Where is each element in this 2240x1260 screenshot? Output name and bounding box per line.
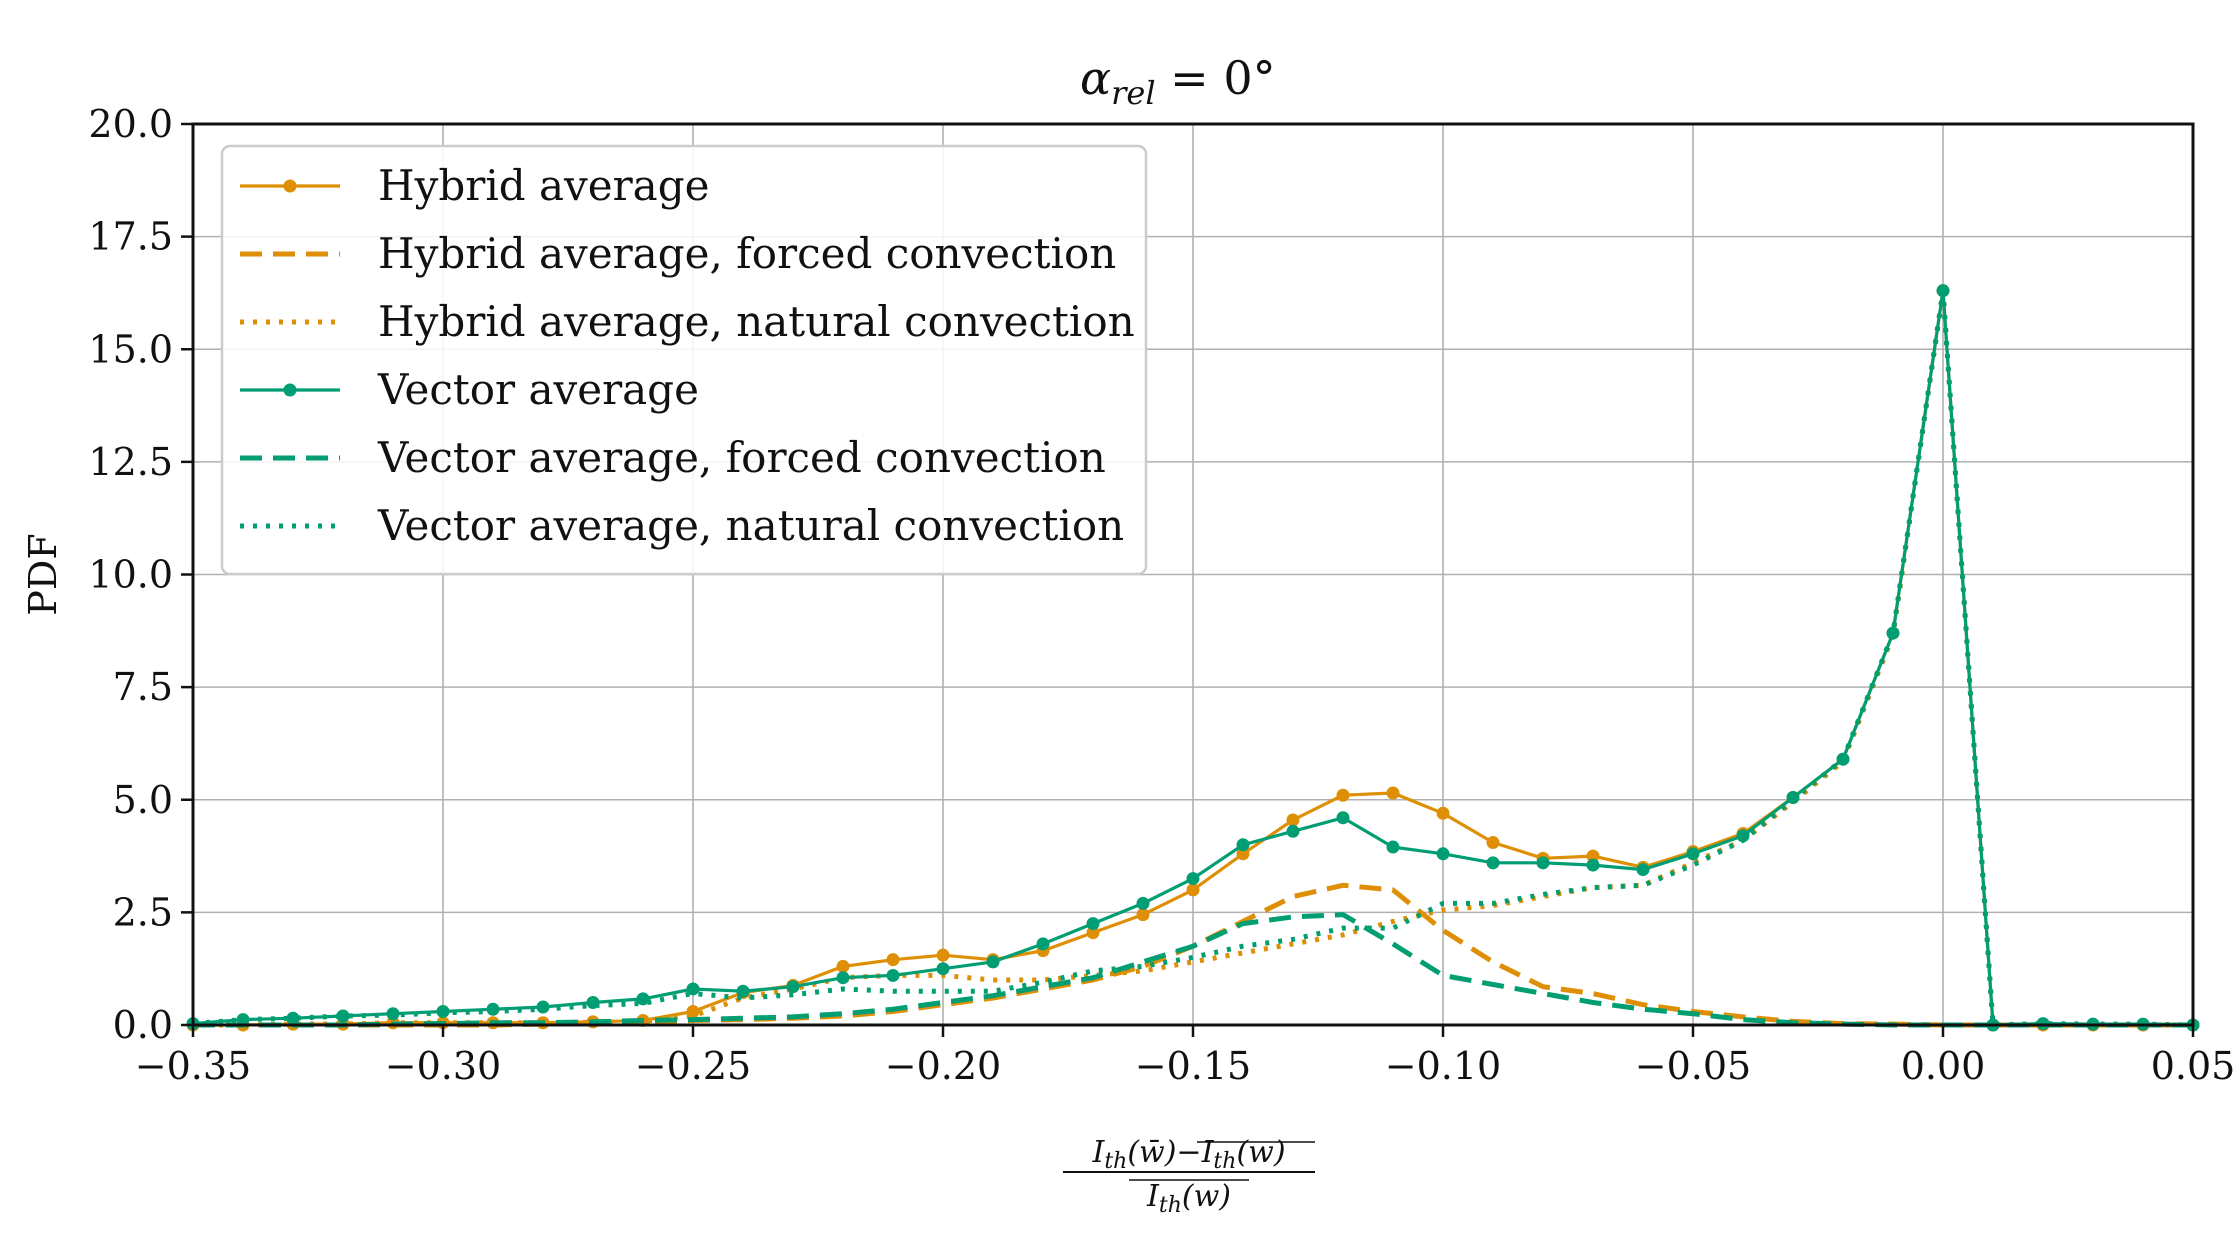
series-0-point-14	[886, 953, 900, 967]
legend: Hybrid average Hybrid average, forced con…	[220, 144, 1148, 576]
legend-marker-0	[283, 179, 297, 193]
y-tick-label-8: 20.0	[88, 102, 173, 146]
legend-label-3: Vector average	[377, 365, 699, 414]
series-3-point-10	[686, 982, 700, 996]
title-subscript: rel	[1111, 74, 1155, 112]
series-0-point-23	[1336, 788, 1350, 802]
series-0-point-18	[1086, 926, 1100, 940]
series-3-point-15	[936, 962, 950, 976]
axis-ticks: −0.35 −0.30 −0.25 −0.20 −0.15 −0.10 −0.05 0.00 0…	[88, 102, 2235, 1088]
x-tick-label-4: −0.15	[1135, 1044, 1251, 1088]
series-3-point-19	[1136, 896, 1150, 910]
y-axis-label: PDF	[21, 533, 65, 615]
y-tick-label-1: 2.5	[113, 890, 173, 934]
series-3-point-11	[736, 984, 750, 998]
series-0-point-24	[1386, 786, 1400, 800]
x-label-denominator: Ith(w)	[1146, 1179, 1231, 1218]
x-tick-label-6: −0.05	[1635, 1044, 1751, 1088]
x-tick-label-1: −0.30	[385, 1044, 501, 1088]
series-3-point-29	[1636, 863, 1650, 877]
chart-title: αrel = 0°	[1080, 51, 1276, 112]
svg-text:αrel = 0°: αrel = 0°	[1080, 51, 1276, 112]
series-3-point-30	[1686, 847, 1700, 861]
series-3-point-16	[986, 955, 1000, 969]
series-3-point-22	[1286, 824, 1300, 838]
series-0-point-20	[1186, 883, 1200, 897]
series-3-point-31	[1736, 829, 1750, 843]
title-equals: = 0°	[1156, 51, 1276, 105]
series-0-point-26	[1486, 836, 1500, 850]
series-0-point-21	[1236, 847, 1250, 861]
series-3-point-24	[1386, 840, 1400, 854]
y-tick-label-6: 15.0	[88, 327, 173, 371]
series-3-point-26	[1486, 856, 1500, 870]
series-3-point-7	[536, 1000, 550, 1014]
x-tick-label-7: 0.00	[1901, 1044, 1986, 1088]
series-3-point-25	[1436, 847, 1450, 861]
series-3-point-23	[1336, 811, 1350, 825]
series-3-point-13	[836, 971, 850, 985]
x-label-numerator: Ith(w̄)−Ith(w)	[1091, 1135, 1285, 1174]
series-0-point-22	[1286, 813, 1300, 827]
y-tick-label-3: 7.5	[113, 665, 173, 709]
x-tick-label-8: 0.05	[2151, 1044, 2236, 1088]
x-tick-label-3: −0.20	[885, 1044, 1001, 1088]
series-0-point-13	[836, 959, 850, 973]
legend-label-4: Vector average, forced convection	[377, 433, 1106, 482]
series-3-point-17	[1036, 937, 1050, 951]
y-tick-label-4: 10.0	[88, 553, 173, 597]
series-3-point-21	[1236, 838, 1250, 852]
x-tick-label-2: −0.25	[635, 1044, 751, 1088]
series-0-point-28	[1586, 849, 1600, 863]
legend-label-1: Hybrid average, forced convection	[378, 229, 1116, 278]
series-3-point-9	[636, 992, 650, 1006]
legend-label-5: Vector average, natural convection	[377, 501, 1124, 550]
x-tick-label-0: −0.35	[135, 1044, 251, 1088]
series-3-point-3	[336, 1009, 350, 1023]
legend-marker-3	[283, 383, 297, 397]
y-tick-label-2: 5.0	[113, 778, 173, 822]
series-3-point-18	[1086, 917, 1100, 931]
series-3-point-2	[286, 1011, 300, 1025]
title-alpha: α	[1080, 51, 1111, 105]
series-3-point-12	[786, 980, 800, 994]
x-tick-label-5: −0.10	[1385, 1044, 1501, 1088]
y-tick-label-7: 17.5	[88, 215, 173, 259]
x-axis-label: Ith(w̄)−Ith(w) Ith(w)	[1063, 1135, 1315, 1218]
legend-box	[220, 144, 1148, 576]
series-3-point-20	[1186, 872, 1200, 886]
series-0-point-19	[1136, 908, 1150, 922]
series-0-point-15	[936, 948, 950, 962]
series-3-point-28	[1586, 858, 1600, 872]
y-tick-label-5: 12.5	[88, 440, 173, 484]
series-3-point-14	[886, 968, 900, 982]
series-0-point-25	[1436, 806, 1450, 820]
legend-label-0: Hybrid average	[378, 161, 709, 210]
series-3-point-27	[1536, 856, 1550, 870]
y-tick-label-0: 0.0	[113, 1003, 173, 1047]
legend-label-2: Hybrid average, natural convection	[378, 297, 1135, 346]
